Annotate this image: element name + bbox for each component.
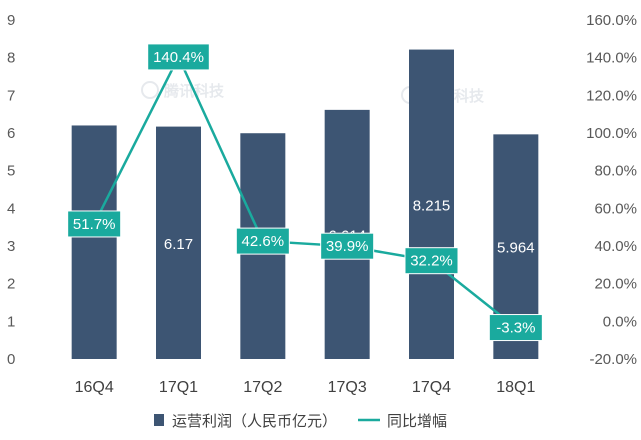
right-axis-tick: 80.0% [594, 163, 637, 180]
svg-text:39.9%: 39.9% [326, 238, 369, 255]
line-value-labels: 51.7% 140.4% 42.6% 39.9% 32.2% -3.3% [67, 43, 543, 342]
legend-line-label: 同比增幅 [387, 412, 447, 430]
category-label: 17Q4 [412, 379, 451, 396]
category-label: 17Q3 [328, 379, 367, 396]
category-label: 18Q1 [496, 379, 535, 396]
left-axis-tick: 4 [7, 200, 15, 217]
right-axis-tick: 60.0% [594, 200, 637, 217]
bar-value-label: 6.17 [164, 236, 193, 253]
category-label: 17Q2 [243, 379, 282, 396]
line-value-label: 42.6% [235, 227, 290, 255]
line-value-label: 140.4% [147, 43, 210, 71]
left-axis-tick: 3 [7, 238, 15, 255]
svg-text:-3.3%: -3.3% [496, 320, 535, 337]
line-value-label: 51.7% [67, 210, 122, 238]
left-axis-tick: 1 [7, 313, 15, 330]
category-label: 17Q1 [159, 379, 198, 396]
right-axis-tick: 140.0% [586, 50, 637, 67]
right-axis-tick: 20.0% [594, 276, 637, 293]
right-axis-tick: 160.0% [586, 12, 637, 29]
watermark: 腾讯科技 [141, 81, 225, 100]
legend: 运营利润（人民币亿元） 同比增幅 [154, 412, 447, 430]
left-axis-tick: 6 [7, 125, 15, 142]
right-axis-ticks: -20.0% 0.0% 20.0% 40.0% 60.0% 80.0% 100.0% 120.… [586, 12, 637, 368]
left-axis-tick: 8 [7, 50, 15, 67]
left-axis-tick: 2 [7, 276, 15, 293]
svg-text:32.2%: 32.2% [410, 253, 453, 270]
svg-text:42.6%: 42.6% [242, 233, 285, 250]
line-value-label: 32.2% [404, 247, 459, 275]
right-axis-tick: -20.0% [589, 351, 637, 368]
line-value-label: -3.3% [488, 314, 543, 342]
right-axis-tick: 120.0% [586, 87, 637, 104]
bar [409, 49, 454, 360]
bar [71, 125, 117, 359]
svg-text:140.4%: 140.4% [153, 49, 204, 66]
right-axis-tick: 0.0% [603, 313, 637, 330]
right-axis-tick: 100.0% [586, 125, 637, 142]
legend-bar-swatch [154, 414, 164, 426]
left-axis-tick: 7 [7, 87, 15, 104]
category-label: 16Q4 [75, 379, 114, 396]
left-axis-ticks: 0 1 2 3 4 5 6 7 8 9 [7, 12, 15, 368]
left-axis-tick: 5 [7, 163, 15, 180]
category-axis-labels: 16Q4 17Q1 17Q2 17Q3 17Q4 18Q1 [75, 379, 536, 396]
right-axis-tick: 40.0% [594, 238, 637, 255]
bar-value-label: 8.215 [413, 197, 451, 214]
svg-text:51.7%: 51.7% [73, 216, 116, 233]
bar-value-label: 5.964 [497, 240, 535, 257]
left-axis-tick: 0 [7, 351, 15, 368]
legend-bar-label: 运营利润（人民币亿元） [172, 412, 337, 430]
line-value-label: 39.9% [320, 232, 375, 260]
bar [156, 126, 201, 359]
left-axis-tick: 9 [7, 12, 15, 29]
